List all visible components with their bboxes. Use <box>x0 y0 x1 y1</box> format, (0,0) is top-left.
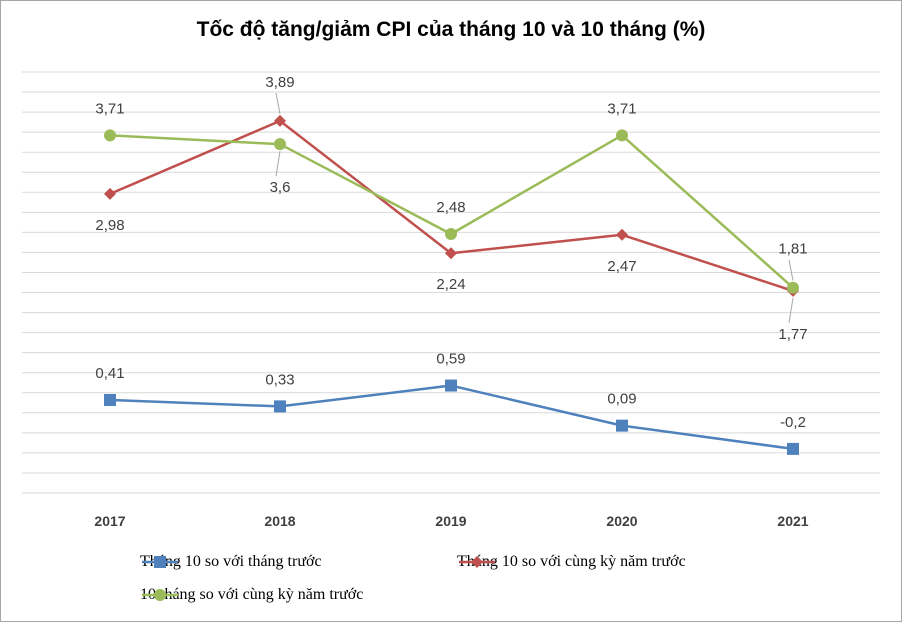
data-label: 3,71 <box>607 100 636 117</box>
data-label: 3,6 <box>270 179 291 196</box>
data-point-yoy-ten-months <box>787 281 799 294</box>
data-point-yoy-october <box>445 247 457 260</box>
data-label: 1,81 <box>778 241 807 258</box>
x-tick-label: 2017 <box>94 513 125 529</box>
data-point-yoy-october <box>274 114 286 127</box>
data-point-yoy-october <box>616 228 628 241</box>
x-tick-label: 2018 <box>264 513 295 529</box>
data-point-monthly <box>104 393 116 406</box>
data-label: 0,33 <box>265 371 294 388</box>
x-tick-label: 2020 <box>606 513 637 529</box>
label-leader-line <box>275 92 281 115</box>
data-point-yoy-ten-months <box>616 129 628 142</box>
x-tick-label: 2019 <box>435 513 466 529</box>
data-point-monthly <box>445 379 457 392</box>
label-leader-line <box>275 151 281 177</box>
chart-title: Tốc độ tăng/giảm CPI của tháng 10 và 10 … <box>196 18 706 41</box>
data-point-yoy-ten-months <box>104 129 116 142</box>
data-point-yoy-ten-months <box>445 227 457 240</box>
series-line-monthly <box>109 384 794 451</box>
x-tick-label: 2021 <box>777 513 808 529</box>
gridlines <box>22 71 880 494</box>
data-label: 2,47 <box>607 258 636 275</box>
data-point-monthly <box>616 419 628 432</box>
data-label: 2,24 <box>436 276 465 293</box>
data-label: 0,09 <box>607 391 636 408</box>
data-label: 1,77 <box>778 326 807 343</box>
data-label: 3,89 <box>265 74 294 91</box>
data-label: 0,41 <box>95 365 124 382</box>
data-point-monthly <box>787 442 799 455</box>
data-label: -0,2 <box>780 414 806 431</box>
data-label: 2,98 <box>95 217 124 234</box>
data-label: 0,59 <box>436 351 465 368</box>
label-leader-line <box>788 297 794 323</box>
data-point-yoy-october <box>104 187 116 200</box>
data-point-monthly <box>274 400 286 413</box>
data-label: 2,48 <box>436 199 465 216</box>
label-leader-line <box>788 259 794 281</box>
data-point-yoy-ten-months <box>274 138 286 151</box>
data-label: 3,71 <box>95 100 124 117</box>
